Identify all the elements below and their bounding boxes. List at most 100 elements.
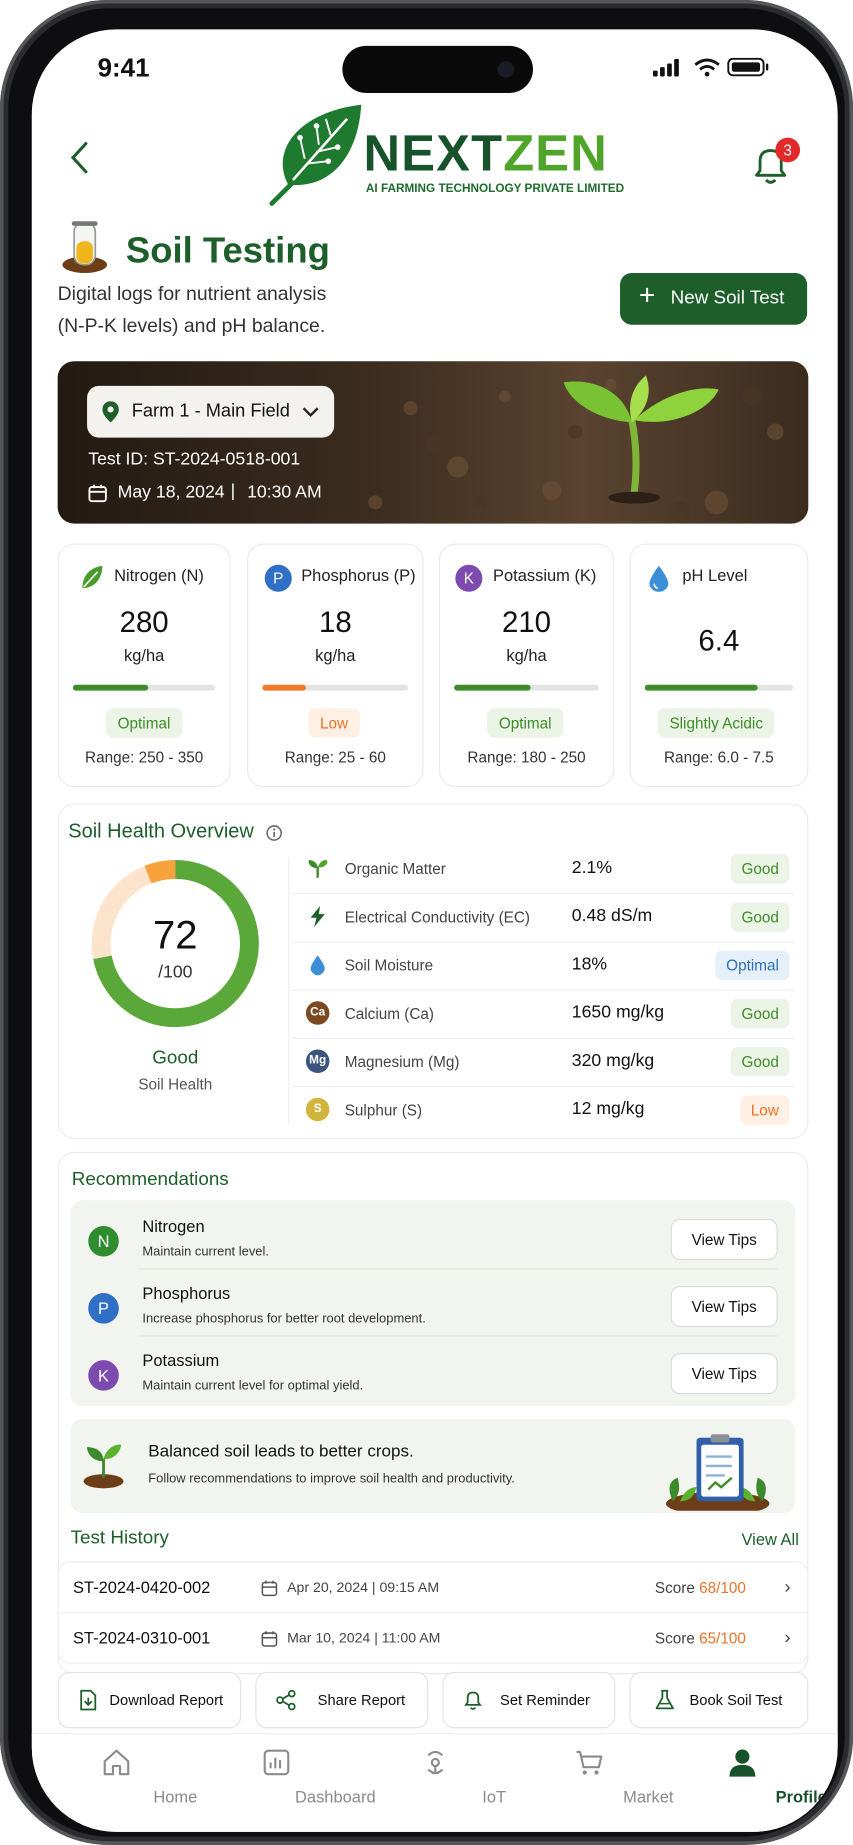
nav-iot[interactable]: IoT bbox=[376, 1747, 506, 1806]
nutrient-card-potassium: K Potassium (K) 210 kg/ha Optimal Range:… bbox=[438, 543, 615, 788]
status-badge: Optimal bbox=[105, 708, 183, 738]
brand-name-b: ZEN bbox=[503, 125, 608, 183]
leaf-icon bbox=[82, 565, 103, 589]
recommendation-nitrogen: N Nitrogen Maintain current level. View … bbox=[71, 1202, 796, 1270]
metric-name: Electrical Conductivity (EC) bbox=[344, 908, 531, 926]
nutrient-value: 210 bbox=[501, 605, 552, 639]
back-button[interactable] bbox=[67, 140, 95, 175]
nutrient-range: Range: 250 - 350 bbox=[85, 748, 204, 766]
recommendation-desc: Increase phosphorus for better root deve… bbox=[142, 1311, 426, 1326]
metric-row-calcium: Ca Calcium (Ca) 1650 mg/kg Good bbox=[291, 991, 795, 1039]
notification-badge: 3 bbox=[775, 137, 801, 163]
action-label: Book Soil Test bbox=[689, 1691, 783, 1709]
history-row[interactable]: ST-2024-0420-002 Apr 20, 2024 | 09:15 AM… bbox=[58, 1562, 808, 1614]
chevron-right-icon: › bbox=[784, 1628, 791, 1649]
location-pin-icon bbox=[102, 401, 119, 423]
status-badge: Slightly Acidic bbox=[657, 708, 775, 738]
nutrient-range: Range: 180 - 250 bbox=[467, 748, 586, 766]
recommendation-desc: Maintain current level for optimal yield… bbox=[142, 1378, 364, 1394]
signal-wifi-battery-icon bbox=[652, 57, 769, 77]
info-icon[interactable] bbox=[266, 825, 282, 841]
recommendation-potassium: K Potassium Maintain current level for o… bbox=[71, 1337, 796, 1404]
view-tips-button[interactable]: View Tips bbox=[670, 1285, 778, 1328]
banner-title: Balanced soil leads to better crops. bbox=[148, 1442, 414, 1462]
health-rating-sub: Soil Health bbox=[138, 1075, 213, 1094]
magnesium-icon: Mg bbox=[305, 1049, 330, 1074]
status-icons bbox=[652, 57, 785, 77]
chevron-right-icon: › bbox=[784, 1577, 791, 1598]
nutrient-value: 18 bbox=[318, 605, 352, 639]
water-drop-icon bbox=[649, 565, 669, 592]
notification-button[interactable]: 3 bbox=[747, 137, 803, 190]
view-tips-button[interactable]: View Tips bbox=[670, 1218, 778, 1261]
farm-select-value: Farm 1 - Main Field bbox=[131, 401, 290, 422]
health-score: 72 bbox=[153, 913, 198, 958]
history-score: Score 68/100 bbox=[654, 1578, 746, 1597]
new-soil-test-button[interactable]: + New Soil Test bbox=[620, 272, 808, 325]
test-time: 10:30 AM bbox=[247, 482, 322, 503]
recommendation-title: Phosphorus bbox=[142, 1283, 231, 1303]
status-badge: Good bbox=[730, 1047, 790, 1077]
download-icon bbox=[80, 1689, 97, 1711]
potassium-badge: K bbox=[88, 1360, 119, 1391]
view-all-link[interactable]: View All bbox=[741, 1529, 799, 1549]
sprout-icon bbox=[83, 1444, 124, 1489]
metric-name: Soil Moisture bbox=[344, 956, 434, 975]
nutrient-value: 6.4 bbox=[698, 624, 740, 658]
test-date: May 18, 2024 bbox=[117, 482, 225, 503]
nav-dashboard[interactable]: Dashboard bbox=[218, 1747, 376, 1806]
nutrient-name: Phosphorus (P) bbox=[301, 565, 416, 585]
nav-market[interactable]: Market bbox=[531, 1747, 673, 1806]
set-reminder-button[interactable]: Set Reminder bbox=[442, 1671, 616, 1729]
nav-label: Home bbox=[153, 1787, 198, 1807]
balanced-soil-banner: Balanced soil leads to better crops. Fol… bbox=[70, 1418, 796, 1514]
status-badge: Low bbox=[308, 708, 360, 738]
metric-value: 1650 mg/kg bbox=[571, 1002, 665, 1023]
nutrient-level-bar bbox=[72, 684, 216, 691]
history-date: Mar 10, 2024 | 11:00 AM bbox=[287, 1629, 441, 1646]
history-date: Apr 20, 2024 | 09:15 AM bbox=[287, 1578, 440, 1596]
potassium-icon: K bbox=[455, 564, 483, 592]
metric-name: Sulphur (S) bbox=[344, 1101, 423, 1119]
sprout-icon bbox=[308, 859, 329, 878]
gauge-score-arc bbox=[91, 860, 259, 1028]
leaf-logo-icon bbox=[269, 104, 362, 206]
recommendation-title: Nitrogen bbox=[142, 1216, 205, 1236]
brand-tagline: AI FARMING TECHNOLOGY PRIVATE LIMITED bbox=[365, 182, 625, 196]
health-score-gauge bbox=[91, 860, 259, 1028]
water-drop-icon bbox=[310, 955, 325, 976]
flask-icon bbox=[655, 1689, 674, 1710]
history-row[interactable]: ST-2024-0310-001 Mar 10, 2024 | 11:00 AM… bbox=[59, 1613, 807, 1664]
nutrient-level-fill bbox=[454, 684, 531, 691]
divider bbox=[288, 856, 290, 1125]
share-report-button[interactable]: Share Report bbox=[255, 1671, 429, 1729]
nutrient-level-bar bbox=[262, 684, 409, 691]
nutrient-card-phosphorus: P Phosphorus (P) 18 kg/ha Low Range: 25 … bbox=[247, 543, 424, 788]
recommendation-phosphorus: P Phosphorus Increase phosphorus for bet… bbox=[71, 1269, 796, 1337]
phosphorus-badge: P bbox=[88, 1293, 119, 1324]
app-screen: 9:41 NEXTZEN AI FARMING TECHNOLOGY PRIVA… bbox=[31, 29, 838, 1832]
metric-value: 320 mg/kg bbox=[571, 1050, 655, 1071]
health-score-max: /100 bbox=[158, 962, 193, 983]
nav-profile[interactable]: Profile bbox=[684, 1747, 827, 1806]
lightning-icon bbox=[310, 905, 325, 928]
nav-home[interactable]: Home bbox=[58, 1747, 197, 1806]
new-soil-test-label: New Soil Test bbox=[670, 288, 785, 309]
farm-select[interactable]: Farm 1 - Main Field bbox=[87, 385, 335, 438]
view-tips-button[interactable]: View Tips bbox=[670, 1353, 778, 1395]
nutrient-level-bar bbox=[644, 684, 793, 691]
book-soil-test-button[interactable]: Book Soil Test bbox=[629, 1671, 809, 1729]
plus-icon: + bbox=[638, 280, 656, 312]
nutrient-name: Nitrogen (N) bbox=[114, 565, 204, 585]
test-id: Test ID: ST-2024-0518-001 bbox=[88, 449, 301, 470]
nav-label: Profile bbox=[775, 1787, 827, 1807]
phone-bezel: 9:41 NEXTZEN AI FARMING TECHNOLOGY PRIVA… bbox=[8, 8, 845, 1837]
download-report-button[interactable]: Download Report bbox=[57, 1671, 242, 1729]
status-badge: Optimal bbox=[715, 950, 790, 981]
calendar-icon bbox=[261, 1631, 278, 1647]
clipboard-illustration bbox=[665, 1434, 770, 1511]
calendar-icon bbox=[261, 1580, 278, 1597]
nutrient-range: Range: 25 - 60 bbox=[284, 748, 386, 766]
metric-row-soil-moisture: Soil Moisture 18% Optimal bbox=[291, 942, 795, 991]
brand-name-a: NEXT bbox=[363, 125, 504, 183]
